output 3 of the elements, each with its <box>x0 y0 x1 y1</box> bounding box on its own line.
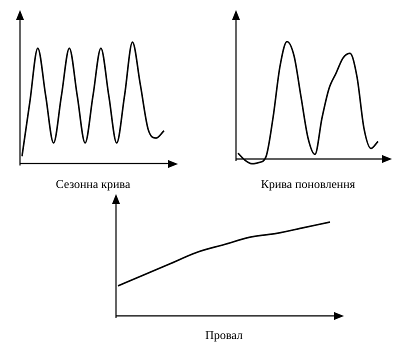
x-axis-title: Провал <box>205 328 243 342</box>
x-axis-title: Сезонна крива <box>56 176 131 191</box>
x-axis-title: Крива поновлення <box>260 176 356 191</box>
